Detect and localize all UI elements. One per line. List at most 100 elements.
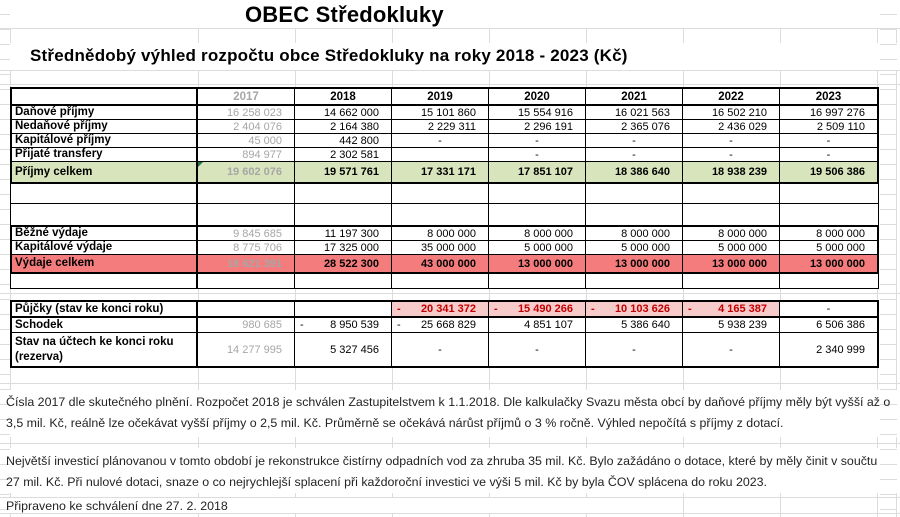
table-cell (780, 204, 878, 225)
row-label: Schodek (12, 318, 198, 332)
year-header: 2022 (683, 89, 780, 104)
table-cell (683, 274, 780, 288)
table-cell: 2 340 999 (816, 343, 865, 356)
grid-line (0, 513, 900, 514)
table-cell: 13 000 000 (683, 255, 780, 272)
table-cell (198, 204, 295, 225)
expense-table-block: Běžné výdaje 9 845 685 11 197 300 8 000 000… (10, 225, 879, 274)
table-cell: 14 277 995 (198, 333, 295, 366)
table-cell: 19 571 761 (295, 162, 392, 182)
table-cell (586, 274, 683, 288)
grid-line (0, 497, 900, 498)
table-cell: -8 950 539 (295, 318, 392, 332)
table-cell: 8 000 000 (683, 227, 780, 240)
background-strip (0, 448, 900, 493)
table-cell: - (392, 134, 489, 147)
row-label: Běžné výdaje (12, 227, 198, 240)
table-cell (683, 184, 780, 203)
table-cell: -25 668 829 (392, 318, 489, 332)
table-cell: 16 502 210 (683, 106, 780, 119)
spacer-rows-block (10, 184, 879, 225)
table-cell (780, 274, 878, 288)
row-label: Přijaté transfery (12, 148, 198, 161)
table-cell: - (683, 134, 780, 147)
background-strip (0, 43, 900, 70)
table-row: Příjmy celkem 19 602 076 19 571 761 17 331 … (12, 162, 877, 182)
table-cell (198, 274, 295, 288)
table-cell: -15 490 266 (489, 302, 586, 316)
table-cell: - (826, 148, 831, 161)
grid-line (0, 293, 900, 294)
year-header: 2020 (489, 89, 586, 104)
table-row (11, 184, 878, 204)
year-header: 2023 (815, 90, 842, 103)
note-paragraph-2: Největší investicí plánovanou v tomto ob… (6, 454, 878, 489)
table-cell (489, 274, 586, 288)
spacer-row-block (10, 274, 879, 289)
table-cell: 45 000 (198, 134, 295, 147)
loans-row-block: Půjčky (stav ke konci roku) -20 341 372-1… (10, 300, 879, 318)
table-cell: 13 000 000 (809, 257, 865, 270)
table-row (11, 204, 878, 225)
row-label (11, 274, 198, 288)
table-cell: - (683, 333, 780, 366)
row-label: Kapitálové příjmy (12, 134, 198, 147)
table-cell: 35 000 000 (392, 241, 489, 254)
grid-line (0, 70, 900, 71)
margin-grid (880, 0, 897, 517)
row-label (11, 184, 198, 203)
table-row: Schodek 980 685-8 950 539-25 668 829 4 851… (12, 318, 877, 333)
table-cell: 2 164 380 (295, 120, 392, 133)
table-row: 2017 2018 2019 2020 2021 2022 2023 (12, 89, 877, 106)
row-label: Půjčky (stav ke konci roku) (12, 302, 198, 316)
table-cell: - (392, 333, 489, 366)
table-cell: 6 506 386 (816, 319, 865, 331)
margin-grid (0, 0, 10, 517)
table-row: Výdaje celkem 18 621 391 28 522 300 43 000 … (12, 255, 877, 272)
table-cell: 13 000 000 (586, 255, 683, 272)
table-cell: 2 296 191 (489, 120, 586, 133)
table-cell: 17 325 000 (295, 241, 392, 254)
table-cell: 16 021 563 (586, 106, 683, 119)
table-cell: 13 000 000 (489, 255, 586, 272)
table-cell (683, 204, 780, 225)
table-cell: 9 845 685 (198, 227, 295, 240)
approval-line: Připraveno ke schválení dne 27. 2. 2018 (6, 499, 228, 513)
table-cell: - (489, 333, 586, 366)
table-cell: 4 851 107 (489, 318, 586, 332)
table-cell (295, 274, 392, 288)
table-cell: 8 000 000 (586, 227, 683, 240)
table-cell: 8 000 000 (816, 227, 865, 240)
table-row: Půjčky (stav ke konci roku) -20 341 372-1… (12, 302, 877, 316)
table-cell: - (489, 148, 586, 161)
table-cell: 2 229 311 (392, 120, 489, 133)
background-strip (0, 498, 595, 513)
table-cell (198, 302, 295, 316)
row-label (12, 89, 198, 104)
table-cell (586, 184, 683, 203)
table-cell: - (489, 134, 586, 147)
row-label: Příjmy celkem (12, 162, 198, 182)
table-cell (489, 204, 586, 225)
table-cell: 43 000 000 (392, 255, 489, 272)
table-row: Stav na účtech ke konci roku (rezerva) 14… (12, 333, 877, 366)
table-cell: 17 331 171 (392, 162, 489, 182)
table-cell: 5 327 456 (295, 333, 392, 366)
table-cell: 17 851 107 (489, 162, 586, 182)
table-cell: 14 662 000 (295, 106, 392, 119)
table-cell: 5 386 640 (586, 318, 683, 332)
table-cell: -10 103 626 (586, 302, 683, 316)
report-subtitle: Střednědobý výhled rozpočtu obce Středok… (30, 46, 628, 65)
table-cell (392, 204, 489, 225)
table-cell: 19 602 076 (198, 162, 295, 182)
table-cell (198, 184, 295, 203)
table-cell (392, 184, 489, 203)
grid-line (0, 84, 900, 85)
row-label: Stav na účtech ke konci roku (rezerva) (12, 333, 198, 366)
table-row: Kapitálové výdaje 8 775 706 17 325 000 35 0… (12, 241, 877, 255)
table-cell (586, 204, 683, 225)
year-header: 2019 (392, 89, 489, 104)
table-cell: 11 197 300 (295, 227, 392, 240)
table-cell: 28 522 300 (295, 255, 392, 272)
